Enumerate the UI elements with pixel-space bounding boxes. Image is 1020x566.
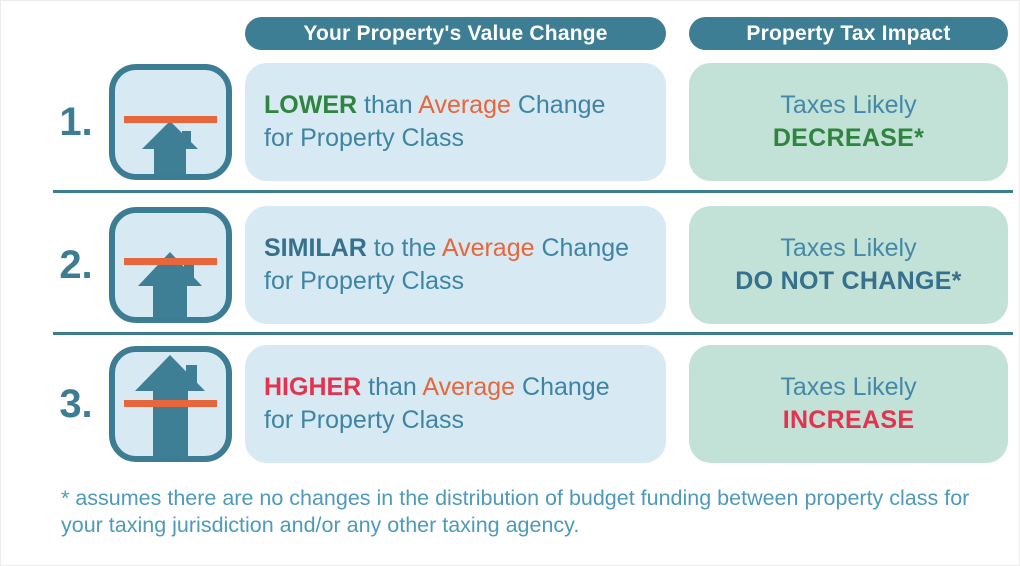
row-3-change-average-word: Average xyxy=(422,373,516,401)
value-change-column-header: Your Property's Value Change xyxy=(245,17,666,50)
row-2-change-line-1: SIMILAR to the Average Change xyxy=(264,232,666,265)
row-2-number: 2. xyxy=(59,242,93,287)
row-higher-than-average: 3. HIGHER than Average Change for Proper… xyxy=(1,345,1020,463)
row-1-change-connector: than xyxy=(357,91,419,119)
row-2-tax-impact-box: Taxes Likely DO NOT CHANGE* xyxy=(689,206,1008,324)
row-1-change-average-word: Average xyxy=(418,91,511,119)
tax-impact-column-header: Property Tax Impact xyxy=(689,17,1008,50)
row-similar-to-average: 2. SIMILAR to the Average Change for Pro… xyxy=(1,206,1020,324)
row-2-change-rest: Change xyxy=(534,234,630,262)
row-2-change-keyword: SIMILAR xyxy=(264,234,367,262)
row-3-change-keyword: HIGHER xyxy=(264,373,362,401)
row-3-change-line-2: for Property Class xyxy=(264,406,465,434)
row-3-tax-impact-box: Taxes Likely INCREASE xyxy=(689,345,1008,463)
row-1-change-rest: Change xyxy=(510,91,606,119)
row-2-change-line-2: for Property Class xyxy=(264,267,465,295)
row-1-impact-line-1: Taxes Likely xyxy=(780,91,917,119)
row-3-impact-line-1: Taxes Likely xyxy=(780,373,917,401)
row-3-change-connector: than xyxy=(361,373,423,401)
small-house-below-average-line-icon xyxy=(108,63,233,181)
row-divider-2 xyxy=(53,332,1013,335)
row-1-change-line-2: for Property Class xyxy=(264,124,465,152)
row-3-impact-keyword: INCREASE xyxy=(782,406,915,434)
house-at-average-line-icon xyxy=(108,206,233,324)
row-1-impact-keyword: DECREASE* xyxy=(772,124,925,152)
row-1-number: 1. xyxy=(59,99,93,144)
row-lower-than-average: 1. LOWER than Average Change for Propert… xyxy=(1,63,1020,181)
row-divider-1 xyxy=(53,190,1013,193)
row-2-impact-line-1: Taxes Likely xyxy=(780,234,917,262)
row-2-change-average-word: Average xyxy=(441,234,535,262)
row-2-change-connector: to the xyxy=(366,234,442,262)
row-3-change-rest: Change xyxy=(515,373,610,401)
row-1-change-keyword: LOWER xyxy=(264,91,358,119)
value-change-header-label: Your Property's Value Change xyxy=(303,21,608,45)
row-1-value-change-text: LOWER than Average Change for Property C… xyxy=(245,63,666,181)
row-3-change-line-1: HIGHER than Average Change xyxy=(264,371,666,404)
tax-impact-header-label: Property Tax Impact xyxy=(746,21,951,45)
tall-house-above-average-line-icon xyxy=(108,345,233,463)
row-2-impact-keyword: DO NOT CHANGE* xyxy=(735,267,962,295)
row-2-value-change-text: SIMILAR to the Average Change for Proper… xyxy=(245,206,666,324)
row-3-value-change-text: HIGHER than Average Change for Property … xyxy=(245,345,666,463)
row-3-number: 3. xyxy=(59,381,93,426)
row-1-change-line-1: LOWER than Average Change xyxy=(264,89,666,122)
footnote-text: * assumes there are no changes in the di… xyxy=(61,486,970,537)
row-1-tax-impact-box: Taxes Likely DECREASE* xyxy=(689,63,1008,181)
